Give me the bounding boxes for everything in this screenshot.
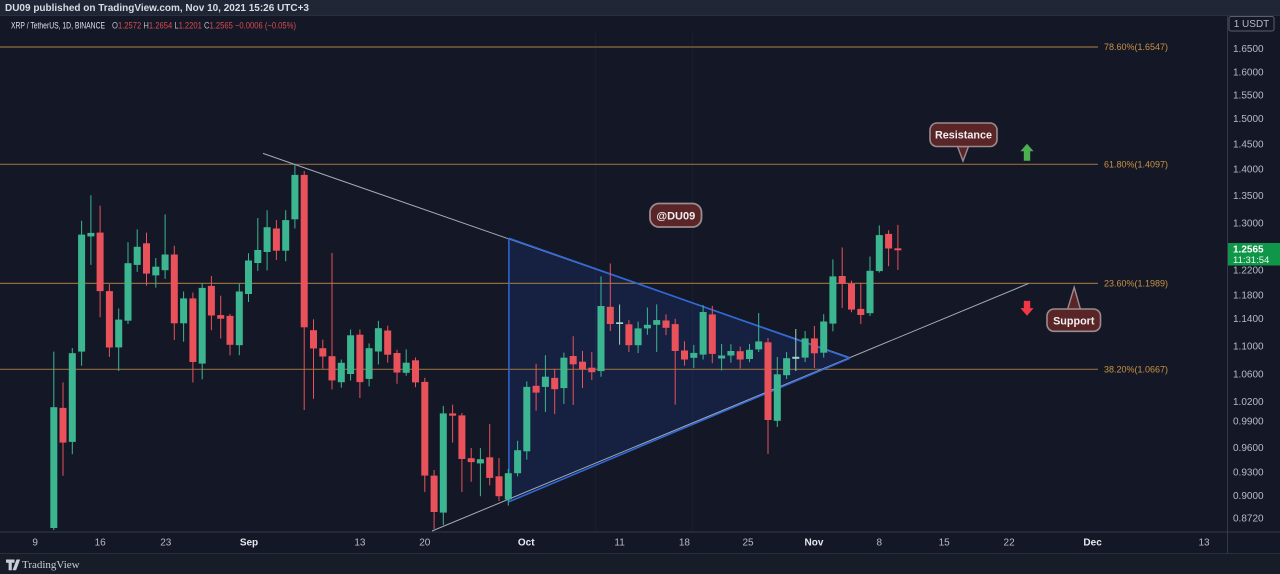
- svg-text:TradingView: TradingView: [22, 559, 80, 571]
- svg-text:1.6000: 1.6000: [1233, 67, 1264, 78]
- svg-text:1.4000: 1.4000: [1233, 165, 1264, 176]
- svg-text:1.1400: 1.1400: [1233, 314, 1264, 325]
- svg-text:@DU09: @DU09: [656, 210, 695, 222]
- svg-text:1.1800: 1.1800: [1233, 290, 1264, 301]
- svg-text:Oct: Oct: [518, 538, 535, 549]
- svg-text:1.2200: 1.2200: [1233, 265, 1264, 276]
- svg-text:13: 13: [354, 538, 366, 549]
- svg-text:11: 11: [614, 538, 625, 549]
- svg-text:1.3500: 1.3500: [1233, 191, 1264, 202]
- svg-text:Sep: Sep: [240, 538, 258, 549]
- svg-text:1 USDT: 1 USDT: [1234, 19, 1270, 30]
- svg-text:22: 22: [1004, 538, 1016, 549]
- svg-text:Support: Support: [1053, 315, 1095, 327]
- svg-text:23: 23: [160, 538, 172, 549]
- svg-text:11:31:54: 11:31:54: [1233, 255, 1269, 266]
- svg-text:0.9000: 0.9000: [1233, 491, 1264, 502]
- svg-text:0.8720: 0.8720: [1233, 514, 1264, 525]
- svg-text:Nov: Nov: [805, 538, 824, 549]
- svg-text:16: 16: [95, 538, 107, 549]
- svg-text:O1.2572 H1.2654 L1.2201 C1.256: O1.2572 H1.2654 L1.2201 C1.2565 −0.0006 …: [112, 21, 296, 31]
- svg-text:1.0200: 1.0200: [1233, 397, 1264, 408]
- svg-text:18: 18: [679, 538, 691, 549]
- svg-text:61.80%(1.4097): 61.80%(1.4097): [1104, 160, 1168, 170]
- svg-text:1.6500: 1.6500: [1233, 44, 1264, 55]
- svg-text:23.60%(1.1989): 23.60%(1.1989): [1104, 279, 1168, 289]
- svg-text:38.20%(1.0667): 38.20%(1.0667): [1104, 365, 1168, 375]
- svg-text:20: 20: [419, 538, 431, 549]
- svg-text:1.5500: 1.5500: [1233, 90, 1264, 101]
- svg-text:0.9300: 0.9300: [1233, 467, 1264, 478]
- svg-text:15: 15: [939, 538, 951, 549]
- svg-text:8: 8: [877, 538, 883, 549]
- svg-text:13: 13: [1198, 538, 1210, 549]
- svg-text:Resistance: Resistance: [935, 130, 992, 142]
- svg-text:1.0600: 1.0600: [1233, 370, 1264, 381]
- svg-text:1.4500: 1.4500: [1233, 139, 1264, 150]
- svg-text:DU09 published on TradingView.: DU09 published on TradingView.com, Nov 1…: [5, 3, 309, 14]
- svg-text:XRP / TetherUS, 1D, BINANCE: XRP / TetherUS, 1D, BINANCE: [11, 21, 105, 31]
- svg-text:1.1000: 1.1000: [1233, 342, 1264, 353]
- svg-text:0.9600: 0.9600: [1233, 443, 1264, 454]
- svg-text:1.3000: 1.3000: [1233, 219, 1264, 230]
- svg-text:0.9900: 0.9900: [1233, 417, 1264, 428]
- svg-text:25: 25: [742, 538, 754, 549]
- svg-text:1.2565: 1.2565: [1233, 245, 1264, 256]
- svg-text:9: 9: [32, 538, 38, 549]
- svg-text:78.60%(1.6547): 78.60%(1.6547): [1104, 42, 1168, 52]
- svg-text:1.5000: 1.5000: [1233, 114, 1264, 125]
- svg-text:Dec: Dec: [1083, 538, 1102, 549]
